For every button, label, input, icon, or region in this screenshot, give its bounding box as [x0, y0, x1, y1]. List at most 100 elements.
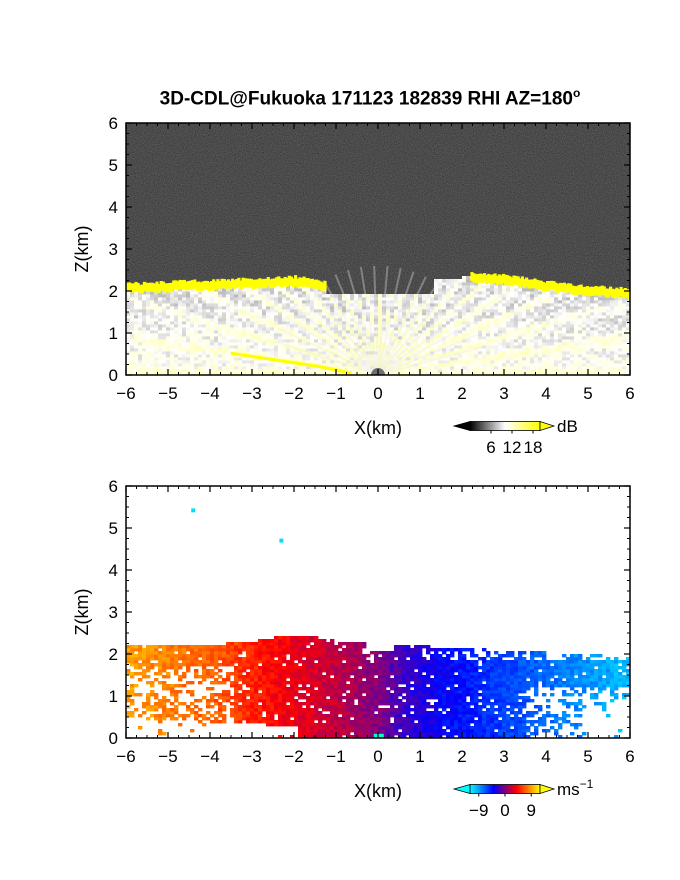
echo-cell	[518, 300, 523, 304]
echo-cell	[166, 336, 171, 340]
echo-cell	[530, 348, 535, 352]
echo-cell	[458, 309, 463, 313]
echo-cell	[338, 303, 343, 307]
velocity-cell	[206, 663, 211, 667]
echo-cell	[606, 339, 611, 343]
echo-cell	[322, 336, 327, 340]
echo-cell	[318, 324, 323, 328]
echo-cell	[438, 348, 443, 352]
echo-cell	[562, 363, 567, 367]
velocity-cell	[134, 645, 139, 649]
echo-cell	[382, 333, 387, 337]
velocity-cell	[182, 657, 187, 661]
echo-cell	[242, 363, 247, 367]
velocity-cell	[274, 678, 279, 682]
echo-cell	[374, 330, 379, 334]
velocity-cell	[186, 681, 191, 685]
velocity-cell	[278, 639, 283, 643]
echo-cell	[174, 321, 179, 325]
velocity-cell	[162, 732, 167, 736]
velocity-cell	[154, 657, 159, 661]
echo-cell	[266, 300, 271, 304]
velocity-cell	[230, 648, 235, 652]
echo-cell	[314, 345, 319, 349]
echo-cell	[534, 303, 539, 307]
velocity-cell	[174, 654, 179, 658]
echo-cell	[486, 339, 491, 343]
echo-cell	[318, 360, 323, 364]
velocity-cell	[246, 681, 251, 685]
velocity-cell	[270, 678, 275, 682]
echo-cell	[562, 327, 567, 331]
echo-cell	[226, 300, 231, 304]
echo-cell	[174, 348, 179, 352]
echo-cell	[538, 342, 543, 346]
echo-cell	[410, 327, 415, 331]
echo-cell	[382, 357, 387, 361]
echo-cell	[370, 306, 375, 310]
echo-cell	[586, 324, 591, 328]
echo-cell	[330, 342, 335, 346]
echo-cell	[442, 294, 447, 298]
echo-cell	[478, 360, 483, 364]
echo-cell	[462, 324, 467, 328]
low-echo-cell	[266, 357, 270, 361]
echo-cell	[258, 339, 263, 343]
echo-cell	[274, 294, 279, 298]
echo-cell	[322, 318, 327, 322]
echo-cell	[166, 312, 171, 316]
echo-cell	[466, 297, 471, 301]
echo-cell	[386, 354, 391, 358]
echo-cell	[226, 360, 231, 364]
velocity-cell	[254, 708, 259, 712]
velocity-cell	[174, 645, 179, 649]
echo-cell	[258, 363, 263, 367]
low-echo-cell	[327, 367, 331, 371]
echo-cell	[586, 297, 591, 301]
echo-cell	[454, 300, 459, 304]
echo-cell	[578, 360, 583, 364]
echo-cell	[390, 345, 395, 349]
cloud-layer-cell	[590, 286, 594, 296]
echo-cell	[330, 315, 335, 319]
echo-cell	[598, 330, 603, 334]
echo-cell	[450, 288, 455, 292]
echo-cell	[238, 303, 243, 307]
echo-cell	[242, 306, 247, 310]
velocity-cell	[126, 711, 131, 715]
echo-cell	[286, 312, 291, 316]
velocity-cell	[250, 666, 255, 670]
echo-cell	[214, 372, 219, 375]
echo-cell	[146, 345, 151, 349]
echo-cell	[470, 324, 475, 328]
echo-cell	[590, 366, 595, 370]
echo-cell	[230, 291, 235, 295]
echo-cell	[302, 321, 307, 325]
echo-cell	[562, 318, 567, 322]
echo-cell	[402, 342, 407, 346]
echo-cell	[374, 342, 379, 346]
velocity-cell	[138, 663, 143, 667]
echo-cell	[622, 300, 627, 304]
echo-cell	[338, 309, 343, 313]
echo-cell	[190, 309, 195, 313]
echo-cell	[202, 291, 207, 295]
cloud-layer-cell	[182, 279, 186, 289]
echo-cell	[394, 354, 399, 358]
echo-cell	[234, 369, 239, 373]
echo-cell	[326, 345, 331, 349]
echo-cell	[462, 339, 467, 343]
echo-cell	[598, 339, 603, 343]
echo-cell	[390, 303, 395, 307]
velocity-cell	[234, 666, 239, 670]
velocity-cell	[254, 711, 259, 715]
echo-cell	[222, 354, 227, 358]
velocity-cell	[258, 678, 263, 682]
echo-cell	[626, 357, 630, 361]
echo-cell	[546, 330, 551, 334]
echo-cell	[474, 348, 479, 352]
echo-cell	[126, 354, 131, 358]
velocity-cell	[258, 639, 263, 643]
echo-cell	[350, 372, 355, 375]
velocity-cell	[238, 717, 243, 721]
